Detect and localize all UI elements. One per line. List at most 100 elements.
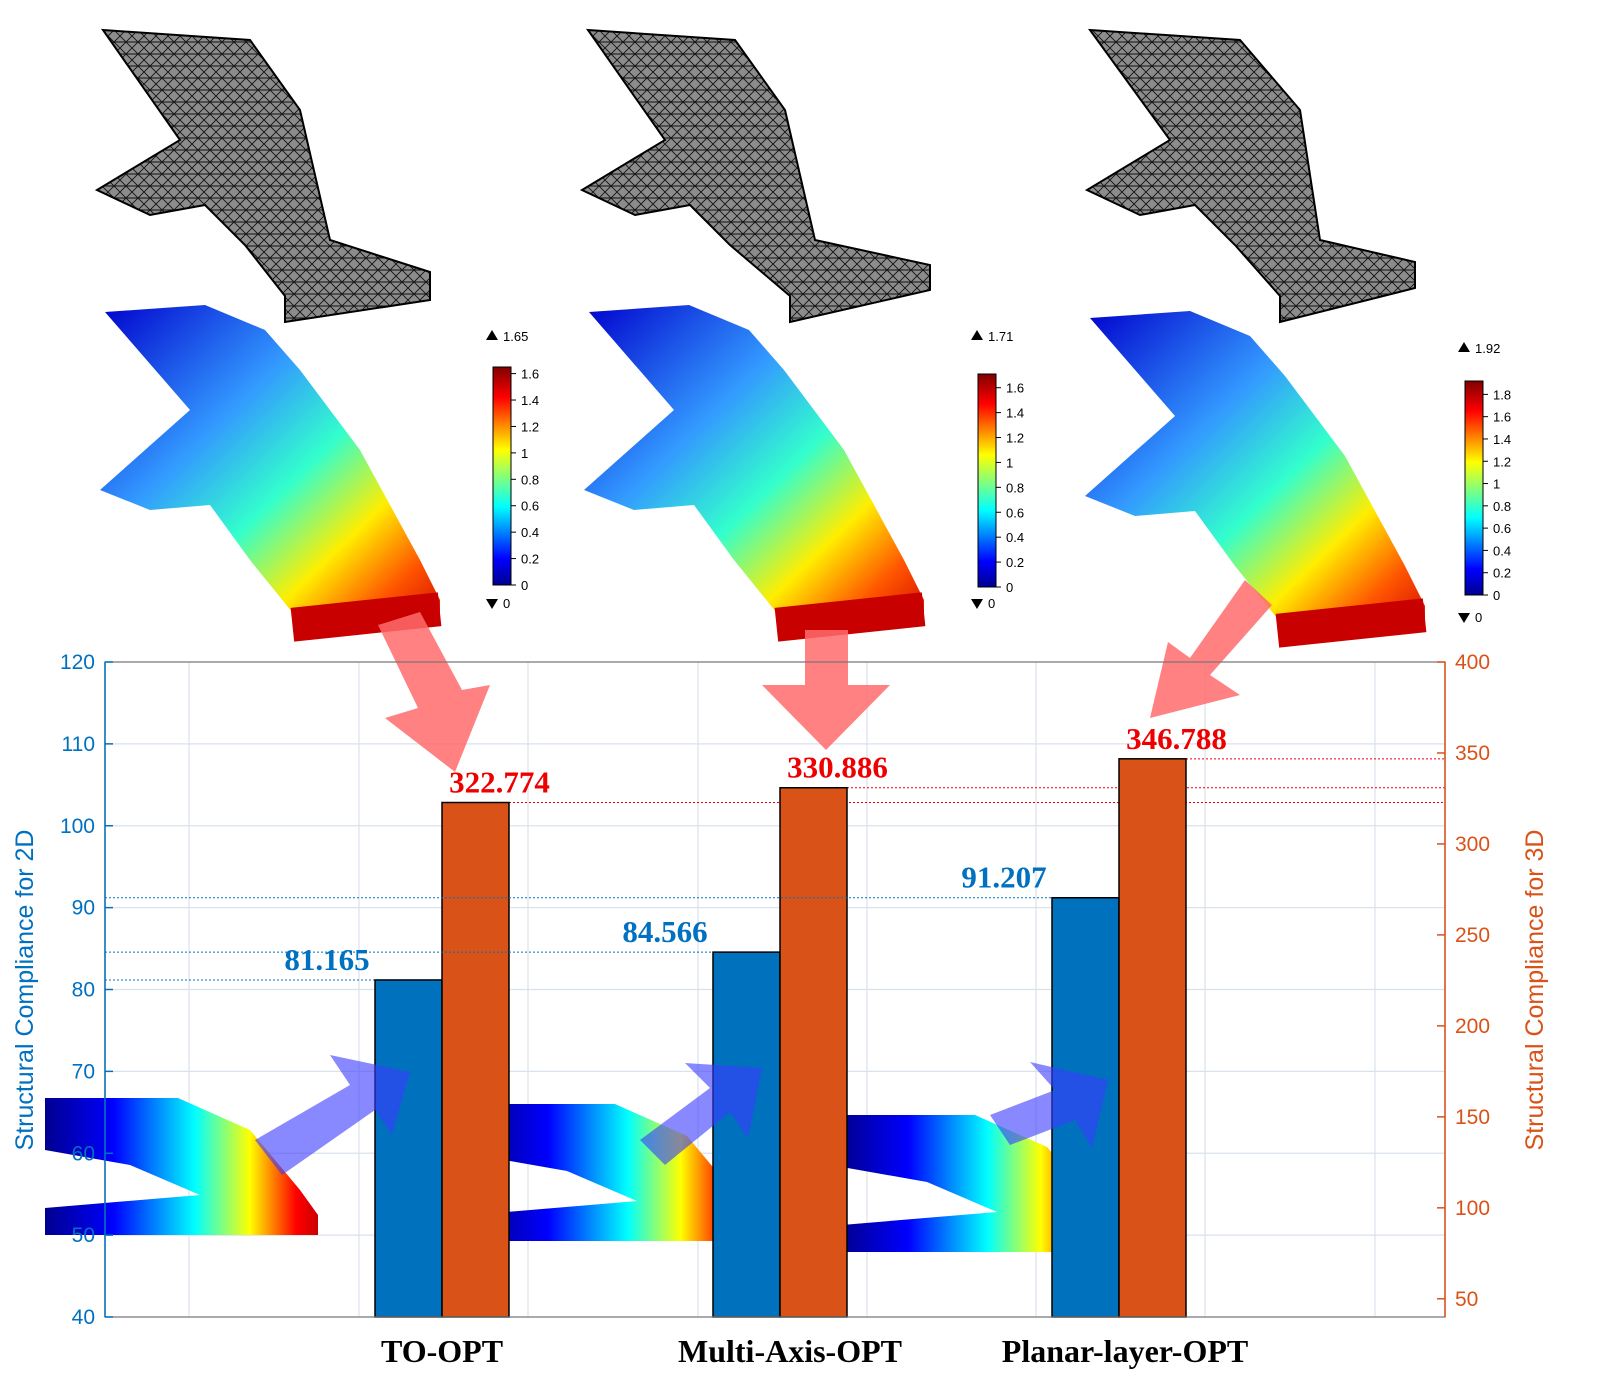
colorbar-min-label: 0 [1475, 610, 1482, 625]
red-arrow-multi-axis [762, 630, 890, 750]
colorbar-gradient [492, 366, 512, 586]
colorbar-tick-label: 0.4 [1006, 530, 1024, 545]
colorbar-gradient [977, 373, 997, 588]
colorbar-tick-label: 1.2 [1006, 431, 1024, 446]
category-label: Planar-layer-OPT [1002, 1333, 1248, 1369]
data-label-3d: 322.774 [449, 765, 550, 800]
y-tick-label-left: 100 [60, 815, 95, 838]
y-tick-label-left: 50 [72, 1224, 95, 1247]
y-tick-label-right: 300 [1455, 833, 1490, 856]
chart-marks: 81.165 322.774 84.566 330.886 91.207 346.788 [105, 721, 1445, 1318]
contour-multi-axis [584, 305, 926, 642]
y-tick-label-right: 400 [1455, 651, 1490, 674]
colorbar-tick-label: 0.2 [1006, 555, 1024, 570]
colorbars: 1.65000.20.40.60.811.21.41.61.71000.20.4… [486, 329, 1511, 625]
data-label-2d: 91.207 [961, 860, 1046, 895]
colorbar-tick-label: 1.2 [1493, 454, 1511, 469]
bar-3d-TO-OPT [441, 801, 510, 1318]
colorbar-tick-label: 0.6 [1493, 521, 1511, 536]
category-labels: TO-OPT Multi-Axis-OPT Planar-layer-OPT [381, 1333, 1248, 1369]
bar-2d-TO-OPT [374, 979, 443, 1318]
colorbar-tick-label: 0.8 [1006, 480, 1024, 495]
colorbar-max-label: 1.92 [1475, 341, 1500, 356]
y-tick-label-right: 250 [1455, 924, 1490, 947]
colorbar-tick-label: 1 [1006, 455, 1013, 470]
y-tick-label-left: 120 [60, 651, 95, 674]
red-arrow-planar-layer [1150, 580, 1272, 718]
colorbar-tick-label: 1.6 [1006, 381, 1024, 396]
colorbar-tick-label: 1 [1493, 477, 1500, 492]
y-tick-label-right: 150 [1455, 1106, 1490, 1129]
y-tick-label-right: 350 [1455, 742, 1490, 765]
min-marker-icon [971, 599, 983, 609]
max-marker-icon [486, 330, 498, 340]
mesh-to-opt [94, 28, 431, 324]
colorbar-tick-label: 1.8 [1493, 387, 1511, 402]
mesh-models [94, 28, 1416, 324]
max-marker-icon [971, 330, 983, 340]
colorbar-tick-label: 0.2 [521, 552, 539, 567]
colorbar: 1.71 00 0.2 0.4 0.6 0.8 1 1.2 1.4 1.6 [971, 329, 1024, 611]
colorbar-tick-label: 0 [1493, 588, 1500, 603]
colorbar-tick-label: 0.4 [521, 525, 539, 540]
y-tick-label-left: 40 [72, 1306, 95, 1329]
y-tick-label-left: 90 [72, 897, 95, 920]
contour-models [100, 305, 1427, 648]
y-tick-label-left: 60 [72, 1142, 95, 1165]
y-axis-label-right: Structural Compliance for 3D [1521, 830, 1549, 1151]
colorbar-tick-label: 1 [521, 446, 528, 461]
colorbar-tick-label: 0 [521, 578, 528, 593]
colorbar-tick-label: 0.4 [1493, 543, 1511, 558]
red-arrow-to-opt [378, 612, 490, 772]
y-tick-label-right: 100 [1455, 1197, 1490, 1220]
inset-2d-to-opt [45, 1098, 318, 1235]
colorbar-tick-label: 0.6 [1006, 505, 1024, 520]
y-axis-label-left: Structural Compliance for 2D [11, 830, 39, 1151]
colorbar: 1.92 00 0.2 0.4 0.6 0.8 1 1.2 1.4 1.6 1.8 [1458, 341, 1511, 625]
blue-arrow-to-opt [255, 1055, 410, 1175]
colorbar-tick-label: 0.2 [1493, 566, 1511, 581]
mesh-multi-axis [579, 28, 931, 324]
inset-2d-planar-layer [842, 1115, 1107, 1252]
data-label-2d: 81.165 [284, 942, 369, 977]
colorbar-tick-label: 0.8 [521, 472, 539, 487]
max-marker-icon [1458, 342, 1470, 352]
contour-planar-layer [1085, 311, 1427, 648]
min-marker-icon [1458, 613, 1470, 623]
colorbar-tick-label: 1.4 [1006, 406, 1024, 421]
colorbar-min-label: 0 [503, 596, 510, 611]
colorbar: 1.65 00 0.2 0.4 0.6 0.8 1 1.2 1.4 1.6 [486, 329, 539, 611]
blue-arrow-planar-layer [990, 1062, 1108, 1148]
y-tick-label-left: 70 [72, 1060, 95, 1083]
colorbar-tick-label: 1.6 [521, 367, 539, 382]
y-tick-label-right: 200 [1455, 1015, 1490, 1038]
blue-arrows [255, 1055, 1108, 1175]
colorbar-max-label: 1.71 [988, 329, 1013, 344]
red-arrows [378, 580, 1272, 772]
colorbar-tick-label: 1.4 [1493, 432, 1511, 447]
colorbar-tick-label: 0 [1006, 580, 1013, 595]
mesh-planar-layer [1084, 28, 1416, 324]
bar-3d-Multi-Axis-OPT [779, 786, 848, 1318]
min-marker-icon [486, 599, 498, 609]
colorbar-gradient [1464, 380, 1484, 596]
colorbar-tick-label: 0.8 [1493, 499, 1511, 514]
blue-arrow-multi-axis [640, 1063, 762, 1165]
contour-to-opt [100, 305, 442, 642]
data-label-2d: 84.566 [622, 914, 707, 949]
colorbar-max-label: 1.65 [503, 329, 528, 344]
y-tick-label-right: 50 [1455, 1288, 1478, 1311]
colorbar-min-label: 0 [988, 596, 995, 611]
colorbar-tick-label: 1.6 [1493, 410, 1511, 425]
colorbar-tick-label: 1.4 [521, 393, 539, 408]
bar-3d-Planar-layer-OPT [1118, 758, 1187, 1318]
data-label-3d: 346.788 [1126, 721, 1227, 756]
y-tick-label-left: 80 [72, 979, 95, 1002]
axes: 40 50 60 70 80 90 100 110 120 50 100 150 200 250 300 35… [60, 651, 1490, 1329]
colorbar-tick-label: 1.2 [521, 419, 539, 434]
category-label: TO-OPT [381, 1333, 503, 1369]
y-tick-label-left: 110 [62, 733, 95, 756]
data-label-3d: 330.886 [787, 750, 888, 785]
category-label: Multi-Axis-OPT [678, 1333, 902, 1369]
